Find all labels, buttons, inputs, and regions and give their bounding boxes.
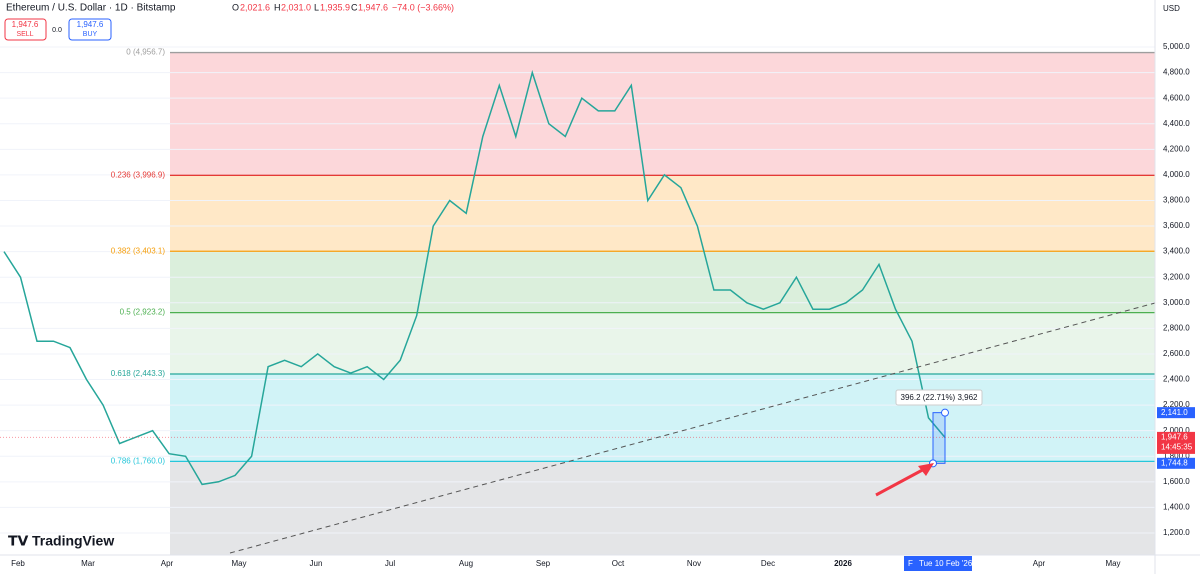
- ohlc-value: 1,935.9: [320, 2, 350, 12]
- price-tag: [1157, 407, 1195, 419]
- time-label: Jul: [385, 559, 395, 568]
- time-label: May: [231, 559, 246, 568]
- buy-button[interactable]: [68, 18, 112, 41]
- fib-label: 0.382 (3,403.1): [111, 246, 166, 255]
- time-label: Mar: [81, 559, 95, 568]
- arrow: [875, 465, 929, 497]
- price-tick-label: 2,600.0: [1163, 349, 1190, 358]
- buy-label: BUY: [83, 31, 98, 38]
- spread: 0.0: [52, 27, 62, 34]
- time-label: May: [1105, 559, 1120, 568]
- countdown: 14:45:35: [1161, 442, 1193, 451]
- time-label: Apr: [1033, 559, 1046, 568]
- price-tick-label: 3,000.0: [1163, 298, 1190, 307]
- cursor-marker: F: [908, 559, 913, 568]
- price-tag-label: 1,947.6: [1161, 432, 1188, 441]
- price-tag: [1157, 431, 1195, 454]
- price-tick-label: 4,400.0: [1163, 119, 1190, 128]
- currency[interactable]: USD: [1163, 4, 1180, 13]
- ohlc-label: O: [232, 2, 239, 12]
- price-tick-label: 4,800.0: [1163, 68, 1190, 77]
- price-tick-label: 3,200.0: [1163, 272, 1190, 281]
- measure-label-box: [895, 389, 983, 406]
- price-tick-label: 4,000.0: [1163, 170, 1190, 179]
- price-tick-label: 3,600.0: [1163, 221, 1190, 230]
- time-label: Nov: [687, 559, 701, 568]
- price-tag-label: 1,744.8: [1161, 458, 1188, 467]
- measure-box: [932, 412, 946, 464]
- fib-zone: [170, 52, 1155, 176]
- fib-zone: [170, 461, 1155, 555]
- logo: TradingView: [32, 533, 114, 549]
- time-label: 2026: [834, 559, 852, 568]
- price-tick-label: 3,400.0: [1163, 247, 1190, 256]
- price-tick-label: 1,600.0: [1163, 477, 1190, 486]
- ohlc-change: −74.0 (−3.66%): [392, 2, 454, 12]
- cursor-date-box: [904, 556, 972, 571]
- time-label: Dec: [761, 559, 775, 568]
- price-tick-label: 2,200.0: [1163, 400, 1190, 409]
- price-tag: [1157, 457, 1195, 469]
- measure-handle: [941, 408, 949, 417]
- price-tick-label: 2,400.0: [1163, 375, 1190, 384]
- time-label: Oct: [612, 559, 625, 568]
- fib-zone: [170, 251, 1155, 313]
- ohlc-value: 2,031.0: [281, 2, 311, 12]
- fib-label: 0 (4,956.7): [126, 48, 165, 57]
- time-label: Apr: [161, 559, 174, 568]
- time-label: Feb: [11, 559, 25, 568]
- fib-zone: [170, 312, 1155, 374]
- price-tick-label: 2,800.0: [1163, 323, 1190, 332]
- price-tick-label: 4,600.0: [1163, 93, 1190, 102]
- fib-label: 0.618 (2,443.3): [111, 369, 166, 378]
- price-tag-label: 2,141.0: [1161, 408, 1188, 417]
- trend-line[interactable]: [229, 302, 1156, 554]
- cursor-date: Tue 10 Feb '26: [919, 559, 973, 568]
- price-tick-label: 4,200.0: [1163, 144, 1190, 153]
- sell-label: SELL: [16, 31, 33, 38]
- logo-mark: 𝗧𝗩: [8, 533, 29, 549]
- sell-button[interactable]: [4, 18, 47, 41]
- ohlc-value: 1,947.6: [358, 2, 388, 12]
- time-label: Sep: [536, 559, 551, 568]
- time-label: Jun: [310, 559, 323, 568]
- ohlc-value: 2,021.6: [240, 2, 270, 12]
- time-label: Aug: [459, 559, 473, 568]
- ohlc-label: C: [351, 2, 358, 12]
- fib-zone: [170, 373, 1155, 462]
- price-tick-label: 1,400.0: [1163, 503, 1190, 512]
- symbol-title: Ethereum / U.S. Dollar · 1D · Bitstamp: [6, 3, 176, 14]
- price-tick-label: 3,800.0: [1163, 196, 1190, 205]
- fib-label: 0.236 (3,996.9): [111, 170, 166, 179]
- price-tick-label: 1,800.0: [1163, 451, 1190, 460]
- price-tick-label: 5,000.0: [1163, 42, 1190, 51]
- fib-label: 0.5 (2,923.2): [120, 308, 166, 317]
- price-line: [3, 69, 946, 486]
- arrow-head: [918, 463, 934, 476]
- ohlc-label: L: [314, 2, 319, 12]
- buy-price: 1,947.6: [77, 20, 104, 29]
- price-tick-label: 2,000.0: [1163, 426, 1190, 435]
- measure-label: 396.2 (22.71%) 3,962: [901, 393, 978, 402]
- fib-zone: [170, 175, 1155, 252]
- ohlc-label: H: [274, 2, 281, 12]
- fib-label: 0.786 (1,760.0): [111, 456, 166, 465]
- sell-price: 1,947.6: [12, 20, 39, 29]
- price-tick-label: 1,200.0: [1163, 528, 1190, 537]
